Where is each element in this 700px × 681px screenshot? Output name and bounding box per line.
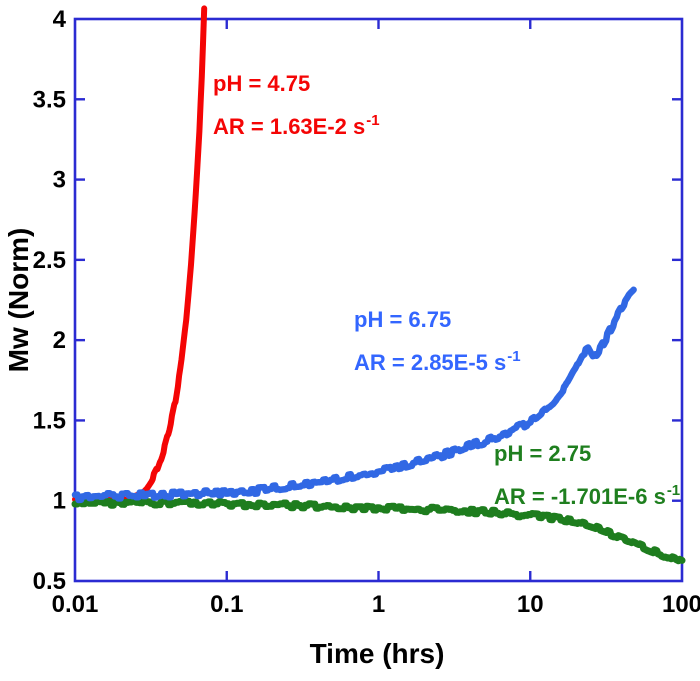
svg-text:2: 2 — [53, 327, 66, 354]
y-axis-title: Mw (Norm) — [3, 227, 34, 373]
ar-superscript-green: -1 — [666, 482, 681, 499]
annotation-red-series: pH = 4.75 AR = 1.63E-2 s-1 — [213, 62, 380, 151]
svg-text:4: 4 — [53, 6, 67, 33]
svg-text:1: 1 — [372, 591, 385, 618]
annotation-blue-series: pH = 6.75 AR = 2.85E-5 s-1 — [354, 298, 521, 387]
ar-text-red: AR = 1.63E-2 s — [213, 114, 366, 139]
svg-text:1.5: 1.5 — [33, 407, 66, 434]
ar-label-blue: AR = 2.85E-5 s-1 — [354, 341, 521, 387]
series-ph-2.75 — [71, 496, 686, 565]
ph-label-red: pH = 4.75 — [213, 71, 311, 96]
svg-text:2.5: 2.5 — [33, 247, 66, 274]
ar-superscript-blue: -1 — [507, 348, 521, 365]
ar-label-green: AR = -1.701E-6 s-1 — [494, 475, 680, 521]
svg-text:0.01: 0.01 — [52, 591, 99, 618]
x-axis-title: Time (hrs) — [309, 638, 445, 669]
ph-label-blue: pH = 6.75 — [354, 307, 452, 332]
svg-text:10: 10 — [517, 591, 544, 618]
annotation-green-series: pH = 2.75 AR = -1.701E-6 s-1 — [494, 432, 680, 521]
svg-text:100: 100 — [662, 591, 700, 618]
ar-text-green: AR = -1.701E-6 s — [494, 484, 666, 509]
ar-text-blue: AR = 2.85E-5 s — [354, 350, 507, 375]
svg-text:0.5: 0.5 — [33, 568, 66, 595]
svg-text:1: 1 — [53, 488, 66, 515]
ar-label-red: AR = 1.63E-2 s-1 — [213, 105, 380, 151]
svg-text:3.5: 3.5 — [33, 86, 66, 113]
series-ph-6.75 — [71, 286, 637, 504]
svg-text:0.1: 0.1 — [210, 591, 243, 618]
ar-superscript-red: -1 — [366, 112, 380, 129]
series-ph-4.75 — [72, 5, 208, 506]
svg-text:3: 3 — [53, 167, 66, 194]
ph-label-green: pH = 2.75 — [494, 441, 592, 466]
